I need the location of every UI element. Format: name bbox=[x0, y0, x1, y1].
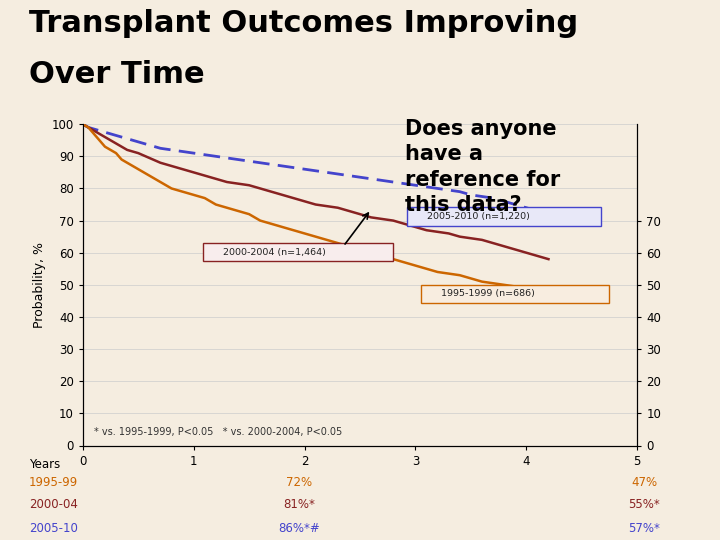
Text: 55%*: 55%* bbox=[629, 498, 660, 511]
Text: 72%: 72% bbox=[286, 476, 312, 489]
Text: Years: Years bbox=[29, 458, 60, 471]
Text: 57%*: 57%* bbox=[629, 522, 660, 535]
Text: 2000-04: 2000-04 bbox=[29, 498, 78, 511]
Text: 2005-10: 2005-10 bbox=[29, 522, 78, 535]
Text: * vs. 1995-1999, P<0.05   * vs. 2000-2004, P<0.05: * vs. 1995-1999, P<0.05 * vs. 2000-2004,… bbox=[94, 428, 342, 437]
Text: Transplant Outcomes Improving: Transplant Outcomes Improving bbox=[29, 9, 578, 38]
FancyBboxPatch shape bbox=[407, 207, 600, 226]
Text: 86%*#: 86%*# bbox=[278, 522, 320, 535]
Text: Over Time: Over Time bbox=[29, 60, 204, 90]
Text: 1995-1999 (n=686): 1995-1999 (n=686) bbox=[441, 289, 535, 298]
FancyBboxPatch shape bbox=[421, 285, 609, 303]
Text: 1995-99: 1995-99 bbox=[29, 476, 78, 489]
FancyBboxPatch shape bbox=[202, 243, 393, 261]
Text: 81%*: 81%* bbox=[283, 498, 315, 511]
Text: 2000-2004 (n=1,464): 2000-2004 (n=1,464) bbox=[222, 247, 325, 256]
Text: 2005-2010 (n=1,220): 2005-2010 (n=1,220) bbox=[426, 212, 529, 221]
Y-axis label: Probability, %: Probability, % bbox=[33, 242, 46, 328]
Text: 47%: 47% bbox=[631, 476, 657, 489]
Text: Does anyone
have a
reference for
this data?: Does anyone have a reference for this da… bbox=[405, 119, 560, 215]
